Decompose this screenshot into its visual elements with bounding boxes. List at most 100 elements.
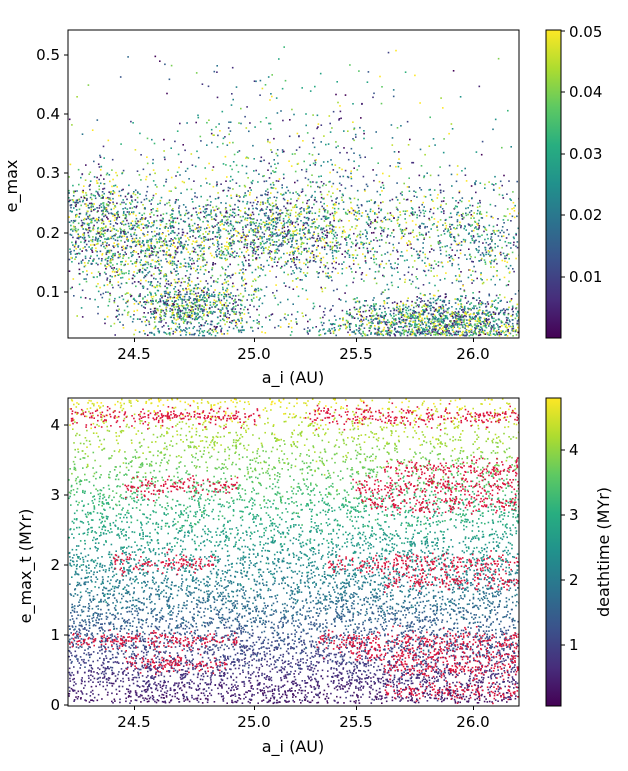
top-data-point [494, 334, 496, 336]
top-data-point [169, 214, 172, 216]
top-data-point [320, 259, 323, 261]
top-data-point [237, 294, 240, 297]
top-data-point [334, 212, 336, 215]
top-data-point [158, 241, 161, 243]
top-data-point [138, 256, 141, 258]
top-data-point [197, 292, 200, 294]
top-data-point [69, 248, 71, 250]
top-data-point [189, 289, 192, 292]
top-data-point [148, 254, 151, 257]
top-data-point [226, 258, 228, 261]
top-data-point [80, 219, 83, 222]
top-data-point [234, 301, 236, 304]
top-data-point [135, 234, 138, 237]
top-data-point [174, 246, 176, 248]
top-data-point [439, 321, 441, 323]
top-data-point [321, 288, 323, 290]
top-data-point [384, 311, 386, 313]
top-data-point [489, 313, 492, 316]
top-data-point [116, 271, 118, 273]
top-data-point [146, 255, 148, 258]
top-data-point [414, 319, 417, 322]
top-data-point [237, 240, 239, 242]
top-data-point [330, 276, 332, 278]
top-data-point [174, 217, 177, 219]
top-data-point [355, 239, 357, 242]
top-data-point [78, 208, 81, 211]
top-data-point [516, 322, 518, 325]
top-data-point [70, 204, 73, 206]
top-data-point [369, 208, 372, 211]
top-data-point [299, 270, 302, 273]
top-data-point [252, 207, 254, 210]
top-data-point [374, 333, 376, 335]
top-data-point [142, 240, 144, 242]
top-data-point [371, 248, 374, 250]
top-data-point [437, 323, 440, 326]
top-data-point [112, 253, 114, 255]
top-data-point [135, 241, 138, 244]
top-data-point [320, 181, 323, 183]
top-data-point [370, 199, 373, 201]
top-data-point [152, 197, 154, 199]
top-data-point [298, 267, 301, 269]
top-data-point [114, 214, 116, 217]
top-data-point [232, 252, 234, 254]
top-data-point [252, 248, 255, 250]
top-data-point [125, 214, 127, 217]
top-data-point [183, 181, 185, 184]
top-data-point [215, 327, 217, 329]
top-data-point [312, 256, 315, 259]
top-data-point [323, 248, 326, 251]
top-data-point [207, 287, 209, 290]
top-data-point [72, 244, 74, 246]
top-data-point [103, 245, 105, 248]
top-data-point [373, 318, 376, 320]
top-data-point [349, 308, 351, 311]
top-data-point [373, 307, 376, 310]
top-data-point [186, 291, 188, 293]
top-data-point [131, 320, 134, 323]
top-data-point [338, 329, 340, 331]
top-data-point [397, 218, 399, 221]
top-data-point [321, 246, 323, 249]
top-data-point [136, 201, 139, 204]
top-data-point [157, 256, 160, 259]
top-data-point [165, 306, 167, 309]
top-data-point [475, 333, 478, 336]
top-data-point [97, 226, 100, 229]
top-data-point [102, 210, 105, 213]
top-chart: 24.5 25.0 25.5 26.0 0.1 0.2 0.3 0.4 0.5 … [2, 23, 602, 388]
top-data-point [139, 218, 142, 221]
top-data-point [152, 208, 154, 210]
top-data-point [144, 252, 147, 255]
top-data-point [213, 294, 216, 296]
top-data-point [413, 248, 415, 250]
top-data-point [393, 301, 396, 303]
top-data-point [245, 259, 247, 262]
top-data-point [283, 205, 285, 208]
top-data-point [264, 332, 267, 334]
top-data-point [90, 221, 92, 224]
top-data-point [160, 270, 162, 272]
top-data-point [191, 243, 193, 245]
top-data-point [224, 312, 227, 314]
top-data-point [195, 312, 197, 315]
top-data-point [237, 199, 239, 202]
top-data-point [333, 323, 336, 325]
top-data-point [238, 311, 241, 314]
top-data-point [144, 301, 146, 303]
top-data-point [490, 326, 492, 329]
top-data-point [229, 205, 232, 207]
top-data-point [95, 233, 98, 235]
top-data-point [177, 311, 179, 314]
top-data-point [149, 173, 151, 176]
top-data-point [236, 221, 239, 224]
top-data-point [150, 244, 152, 247]
top-data-point [441, 304, 444, 306]
top-data-point [230, 197, 233, 199]
top-data-point [106, 210, 109, 213]
top-data-point [229, 321, 231, 323]
top-data-point [366, 213, 369, 216]
top-data-point [157, 251, 159, 254]
